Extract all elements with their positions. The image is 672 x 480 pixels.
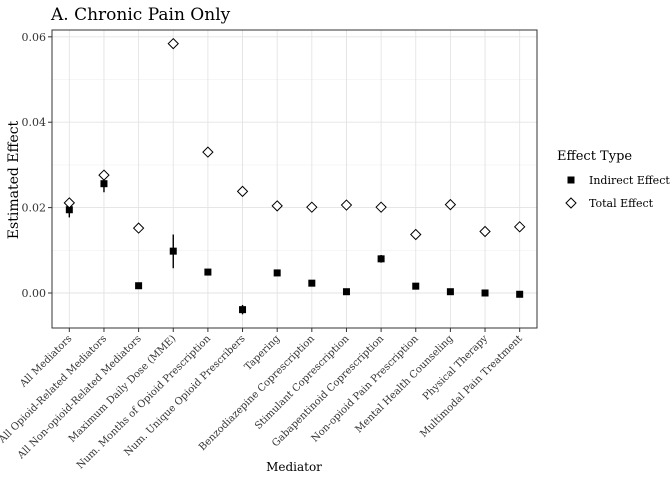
total-effect-point: [513, 221, 526, 233]
x-tick-label: All Non-opioid-Related Mediators: [15, 333, 144, 462]
total-effect-point: [375, 201, 387, 213]
y-tick-label: 0.02: [22, 202, 47, 215]
total-effect-point: [340, 199, 353, 211]
x-tick-label: Physical Therapy: [421, 333, 490, 402]
y-axis: 0.00 0.02 0.04 0.06: [22, 31, 52, 300]
indirect-effect-point: [273, 269, 281, 277]
chart-title: A. Chronic Pain Only: [50, 5, 231, 25]
indirect-effect-point: [100, 180, 108, 188]
total-effect-point: [479, 225, 491, 238]
indirect-effect-point: [204, 268, 212, 276]
grid-layer: [52, 30, 537, 328]
legend-title: Effect Type: [557, 149, 632, 164]
legend: Effect Type Indirect Effect Total Effect: [557, 149, 670, 210]
indirect-effect-point: [446, 288, 454, 296]
legend-key-diamond: [565, 197, 577, 209]
indirect-effect-point: [308, 279, 316, 287]
total-effect-point: [167, 37, 179, 50]
total-effect-point: [444, 198, 457, 211]
legend-key-square: [567, 176, 575, 184]
legend-label: Total Effect: [589, 197, 654, 210]
data-marks: [63, 37, 526, 315]
indirect-effect-point: [239, 306, 247, 314]
y-tick-label: 0.06: [22, 31, 47, 44]
total-effect-point: [132, 222, 145, 234]
y-tick-label: 0.00: [22, 287, 47, 300]
total-effect-point: [271, 200, 283, 212]
indirect-effect-point: [169, 247, 177, 255]
total-effect-point: [306, 201, 318, 213]
y-tick-label: 0.04: [22, 116, 47, 129]
indirect-effect-point: [412, 282, 420, 290]
indirect-effect-point: [135, 282, 143, 290]
total-effect-point: [63, 197, 76, 209]
total-effect-point: [236, 185, 249, 198]
indirect-effect-point: [65, 206, 73, 214]
y-axis-title: Estimated Effect: [6, 120, 22, 239]
indirect-effect-point: [342, 288, 350, 296]
indirect-effect-point: [481, 289, 489, 297]
total-effect-point: [202, 146, 214, 158]
total-effect-point: [98, 169, 110, 181]
indirect-effect-point: [377, 255, 385, 263]
x-axis-title: Mediator: [266, 460, 322, 474]
panel-border: [51, 29, 538, 329]
indirect-effect-point: [516, 290, 524, 298]
legend-label: Indirect Effect: [589, 174, 670, 187]
total-effect-point: [410, 228, 422, 241]
